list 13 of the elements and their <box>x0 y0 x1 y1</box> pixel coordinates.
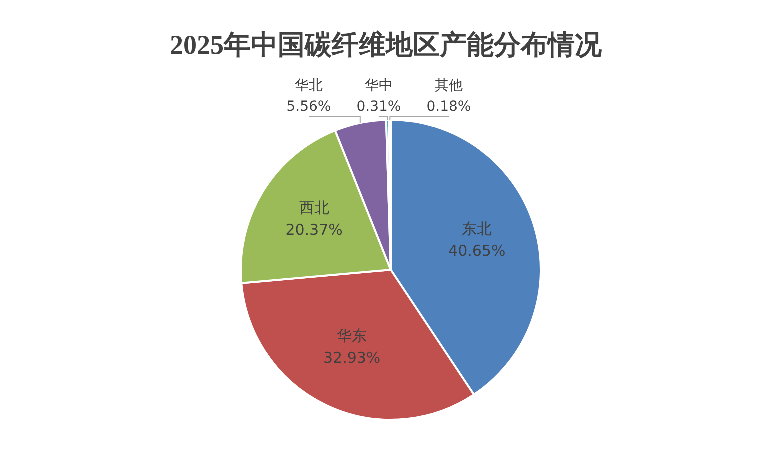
data-label: 5.56% <box>286 99 332 115</box>
slice-label: 华北 <box>295 78 323 94</box>
slice-label: 华东 <box>337 327 368 346</box>
chart-title: 2025年中国碳纤维地区产能分布情况 <box>170 30 603 60</box>
slice-label: 华中 <box>365 78 393 94</box>
slice-label: 西北 <box>299 198 330 217</box>
slice-label: 其他 <box>435 78 463 94</box>
data-label: 0.18% <box>426 99 472 115</box>
slice-label: 东北 <box>462 220 492 238</box>
data-label: 20.37% <box>286 220 343 239</box>
data-label: 0.31% <box>356 99 402 115</box>
data-label: 40.65% <box>448 242 506 260</box>
data-label: 32.93% <box>323 349 381 368</box>
